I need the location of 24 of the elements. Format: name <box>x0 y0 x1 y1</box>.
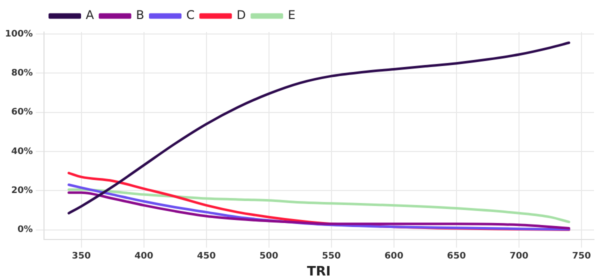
legend-label: A <box>86 8 95 22</box>
x-tick-label: 600 <box>384 251 404 262</box>
y-tick-label: 0% <box>18 225 33 236</box>
legend-label: B <box>136 8 144 22</box>
line-series <box>68 42 570 214</box>
x-tick-label: 350 <box>72 251 91 262</box>
legend-label: D <box>236 8 246 22</box>
x-tick-label: 500 <box>259 251 278 262</box>
x-axis-title: TRI <box>307 264 331 280</box>
legend-label: E <box>288 8 296 22</box>
y-tick-label: 80% <box>11 68 33 78</box>
x-tick-label: 450 <box>196 251 216 262</box>
y-tick-label: 60% <box>11 108 33 118</box>
line-series <box>68 191 570 230</box>
y-tick-label: 100% <box>4 29 33 40</box>
y-tick-label: 20% <box>11 186 33 196</box>
y-tick-label: 40% <box>11 146 33 157</box>
x-tick-label: 700 <box>510 251 528 262</box>
x-tick-label: 750 <box>572 251 591 262</box>
legend-label: C <box>186 8 195 22</box>
line-series <box>68 188 570 224</box>
x-tick-label: 400 <box>134 251 154 262</box>
x-tick-label: 550 <box>322 251 341 262</box>
x-tick-label: 650 <box>447 251 466 262</box>
